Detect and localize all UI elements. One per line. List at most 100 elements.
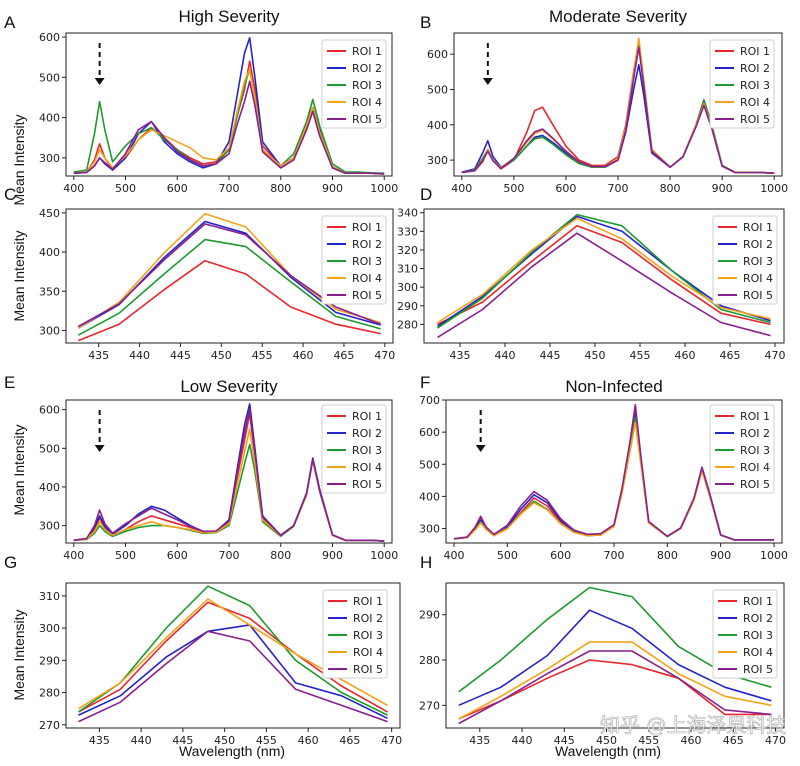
xtick-label: 400 <box>63 549 84 562</box>
xtick-label: 800 <box>270 182 291 195</box>
legend-label: ROI 3 <box>740 79 770 92</box>
arrow-head-icon <box>94 78 105 85</box>
xtick-label: 450 <box>211 349 232 362</box>
legend-label: ROI 5 <box>353 663 383 676</box>
legend-label: ROI 1 <box>352 221 382 234</box>
axes-frame-g <box>65 582 401 729</box>
legend-label: ROI 1 <box>352 410 382 423</box>
xtick-label: 400 <box>444 549 465 562</box>
legend-box <box>709 39 775 129</box>
ytick-label: 270 <box>39 719 60 732</box>
series-line-roi-5 <box>437 232 771 339</box>
ytick-label: 600 <box>419 426 440 439</box>
xtick-label: 900 <box>712 182 733 195</box>
legend-label: ROI 5 <box>740 113 770 126</box>
panel-title-b: Moderate Severity <box>549 7 687 26</box>
series-line-roi-2 <box>458 609 772 707</box>
xtick-label: 470 <box>765 734 786 747</box>
xtick-label: 460 <box>675 349 696 362</box>
legend-label: ROI 2 <box>743 238 773 251</box>
ytick-label: 400 <box>419 490 440 503</box>
legend-label: ROI 5 <box>352 478 382 491</box>
panel-title-e: Low Severity <box>180 377 278 396</box>
xtick-label: 465 <box>723 734 744 747</box>
legend-label: ROI 3 <box>353 629 383 642</box>
xtick-label: 700 <box>219 182 240 195</box>
xtick-label: 600 <box>555 182 576 195</box>
ytick-label: 290 <box>397 300 418 313</box>
legend-label: ROI 2 <box>352 238 382 251</box>
series-line-roi-1 <box>78 601 388 713</box>
legend-label: ROI 1 <box>743 221 773 234</box>
xtick-label: 435 <box>89 734 110 747</box>
xtick-label: 700 <box>219 549 240 562</box>
series-line-roi-5 <box>78 630 388 723</box>
xtick-label: 435 <box>88 349 109 362</box>
ylabel-g: Mean Intensity <box>11 609 27 700</box>
xtick-label: 445 <box>540 349 561 362</box>
xtick-label: 400 <box>451 182 472 195</box>
series-line-roi-2 <box>78 624 388 720</box>
panel-letter-d: D <box>420 185 432 204</box>
legend-label: ROI 4 <box>743 272 773 285</box>
xtick-label: 800 <box>657 549 678 562</box>
panel-g: G 435 440 445 450 455 460 465 470 270 280 290 300 310… <box>4 553 402 747</box>
panel-title-f: Non-Infected <box>565 377 662 396</box>
xtick-label: 450 <box>596 734 617 747</box>
panel-letter-c: C <box>4 185 16 204</box>
panel-letter-b: B <box>420 13 431 32</box>
ytick-label: 300 <box>39 520 60 533</box>
legend-c: ROI 1 ROI 2 ROI 3 ROI 4 ROI 5 <box>321 215 387 305</box>
legend-box <box>712 215 778 305</box>
xtick-label: 455 <box>252 349 273 362</box>
panel-d: D 435 440 445 450 455 460 465 470 280 290 300 310 320… <box>397 185 786 362</box>
series-line-roi-4 <box>73 68 385 175</box>
legend-label: ROI 5 <box>743 289 773 302</box>
legend-label: ROI 2 <box>740 62 770 75</box>
ytick-label: 500 <box>39 442 60 455</box>
ytick-label: 300 <box>397 281 418 294</box>
ytick-label: 290 <box>39 654 60 667</box>
legend-label: ROI 2 <box>743 612 773 625</box>
xtick-label: 900 <box>322 182 343 195</box>
ytick-label: 400 <box>39 481 60 494</box>
xtick-label: 440 <box>129 349 150 362</box>
xtick-label: 700 <box>608 182 629 195</box>
ylabel-c: Mean Intensity <box>11 230 27 321</box>
legend-label: ROI 1 <box>353 595 383 608</box>
legend-label: ROI 2 <box>740 427 770 440</box>
xtick-label: 500 <box>115 182 136 195</box>
legend-label: ROI 2 <box>352 427 382 440</box>
ytick-label: 300 <box>39 324 60 337</box>
series-line-roi-5 <box>73 80 385 175</box>
xtick-label: 900 <box>322 549 343 562</box>
legend-label: ROI 2 <box>352 62 382 75</box>
ytick-label: 300 <box>39 622 60 635</box>
series-line-roi-5 <box>453 403 774 541</box>
ytick-label: 350 <box>39 285 60 298</box>
legend-label: ROI 4 <box>353 646 383 659</box>
legend-box <box>321 404 387 494</box>
legend-label: ROI 3 <box>743 629 773 642</box>
arrow-head-icon <box>475 445 486 452</box>
xtick-label: 435 <box>450 349 471 362</box>
ytick-label: 400 <box>39 246 60 259</box>
panel-letter-h: H <box>420 553 432 572</box>
ytick-label: 280 <box>39 687 60 700</box>
xtick-label: 500 <box>503 182 524 195</box>
ytick-label: 400 <box>427 119 448 132</box>
arrow-head-icon <box>94 445 105 452</box>
ytick-label: 600 <box>427 48 448 61</box>
legend-box <box>321 215 387 305</box>
legend-label: ROI 4 <box>352 461 382 474</box>
xtick-label: 455 <box>256 734 277 747</box>
ytick-label: 500 <box>427 83 448 96</box>
xtick-label: 600 <box>167 549 188 562</box>
legend-box <box>712 589 778 679</box>
legend-label: ROI 3 <box>740 444 770 457</box>
xtick-label: 455 <box>638 734 659 747</box>
legend-box <box>321 39 387 129</box>
ytick-label: 310 <box>39 590 60 603</box>
